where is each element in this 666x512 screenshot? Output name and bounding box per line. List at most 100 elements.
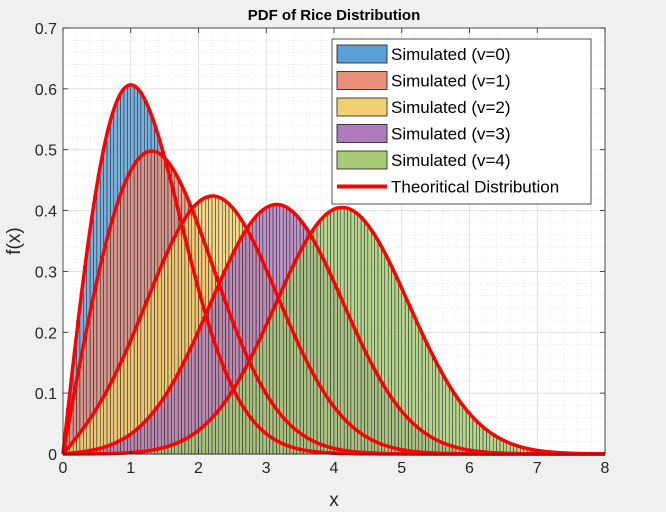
histogram-bar — [201, 425, 206, 455]
histogram-bar — [221, 403, 226, 455]
legend: Simulated (v=0) Simulated (v=1) Simulated … — [331, 38, 592, 205]
x-tick-label: 6 — [465, 460, 474, 477]
y-tick-label: 0.2 — [35, 325, 57, 342]
histogram-bar — [465, 411, 470, 455]
legend-swatch — [336, 124, 388, 143]
histogram-bar — [364, 222, 369, 455]
histogram-bar — [279, 290, 284, 455]
histogram-bar — [367, 227, 372, 455]
histogram-bar — [137, 426, 142, 455]
histogram-bar — [198, 428, 203, 455]
theory-curve-nu-3 — [62, 202, 606, 456]
histogram-bar — [411, 314, 416, 455]
histogram-bar — [398, 284, 402, 455]
axis-ticks: 0 1 2 3 4 5 6 7 8 0 0.1 0.2 0.3 0.4 0.5 0.6 0.7 — [35, 21, 610, 477]
histogram-bar — [286, 275, 291, 455]
legend-label: Simulated (v=1) — [391, 72, 511, 91]
histogram-bar — [310, 231, 314, 455]
histogram-bar — [476, 422, 480, 455]
legend-item: Theoritical Distribution — [337, 178, 559, 197]
histogram-bar — [218, 407, 223, 455]
histogram-bar — [225, 398, 230, 455]
histogram-bar — [371, 232, 375, 455]
histogram-bar — [384, 255, 389, 455]
histogram-bar — [401, 291, 406, 455]
histogram-bar — [482, 428, 487, 455]
histogram-bar — [144, 420, 148, 455]
legend-box — [331, 38, 592, 205]
histogram-bar — [459, 402, 463, 455]
histogram-bar — [296, 254, 301, 455]
histogram-bar — [421, 336, 426, 455]
histogram-bar — [140, 423, 145, 455]
legend-label: Simulated (v=3) — [391, 125, 511, 144]
histogram-bar — [394, 276, 399, 455]
y-tick-label: 0.6 — [35, 82, 57, 99]
legend-swatch — [336, 44, 388, 64]
legend-item: Simulated (v=2) — [336, 97, 511, 117]
legend-swatch — [336, 150, 388, 170]
histogram-bar — [303, 242, 308, 455]
histogram-bar — [228, 393, 233, 455]
histogram-bar — [269, 313, 274, 455]
histogram-bar — [360, 218, 365, 455]
theory-curve-nu-4 — [62, 205, 606, 456]
histogram-bar — [150, 412, 155, 455]
legend-label: Theoritical Distribution — [391, 178, 559, 197]
histogram-bar — [347, 208, 352, 455]
legend-item: Simulated (v=0) — [336, 44, 511, 64]
x-tick-label: 0 — [59, 460, 68, 477]
histogram-bar — [272, 305, 277, 455]
histogram-bar — [381, 249, 386, 455]
histogram-bar — [208, 419, 213, 455]
x-tick-label: 5 — [397, 460, 406, 477]
histogram-bar — [157, 403, 162, 455]
histogram-bar — [391, 269, 396, 455]
y-axis-label: f(x) — [4, 227, 25, 254]
histogram-bar — [211, 415, 216, 455]
x-tick-label: 8 — [601, 460, 610, 477]
x-tick-label: 3 — [262, 460, 271, 477]
histogram-bar — [205, 422, 209, 455]
histogram-bar — [418, 329, 423, 455]
legend-label: Simulated (v=4) — [391, 151, 511, 170]
histogram-bar — [374, 237, 379, 455]
histogram-bar — [238, 376, 243, 455]
histogram-bar — [215, 411, 220, 455]
histogram-bar — [327, 211, 331, 455]
histogram-bar — [469, 415, 474, 455]
x-tick-label: 4 — [330, 460, 339, 477]
histogram-bar — [194, 431, 199, 455]
legend-item: Simulated (v=4) — [336, 150, 511, 170]
histogram-bar — [462, 407, 467, 455]
histogram-bar — [350, 210, 355, 455]
y-tick-label: 0.4 — [35, 204, 57, 221]
histogram-bar — [249, 357, 253, 455]
legend-label: Simulated (v=0) — [391, 45, 511, 64]
y-tick-label: 0.3 — [35, 264, 57, 281]
x-tick-label: 2 — [194, 460, 203, 477]
legend-swatch — [336, 71, 388, 90]
histogram-bar — [387, 262, 392, 455]
histogram-bar — [232, 387, 236, 455]
histogram-bar — [377, 243, 382, 455]
histogram-bar — [316, 221, 321, 455]
y-tick-label: 0.7 — [35, 21, 57, 38]
histogram-bar — [191, 433, 196, 455]
legend-item: Simulated (v=1) — [336, 71, 511, 91]
histogram-bar — [323, 214, 328, 455]
histogram-bar — [259, 335, 264, 455]
histogram-bar — [306, 236, 311, 455]
histogram-bar — [255, 343, 260, 455]
histogram-bar — [330, 209, 335, 455]
histogram-bar — [479, 425, 484, 455]
histogram-bar — [333, 208, 338, 455]
chart-title: PDF of Rice Distribution — [248, 7, 421, 24]
legend-label: Simulated (v=2) — [391, 98, 511, 117]
histogram-bar — [425, 343, 430, 455]
histogram-bar — [147, 416, 152, 455]
x-tick-label: 7 — [533, 460, 542, 477]
histogram-bar — [313, 226, 318, 455]
histogram-bar — [415, 321, 419, 455]
